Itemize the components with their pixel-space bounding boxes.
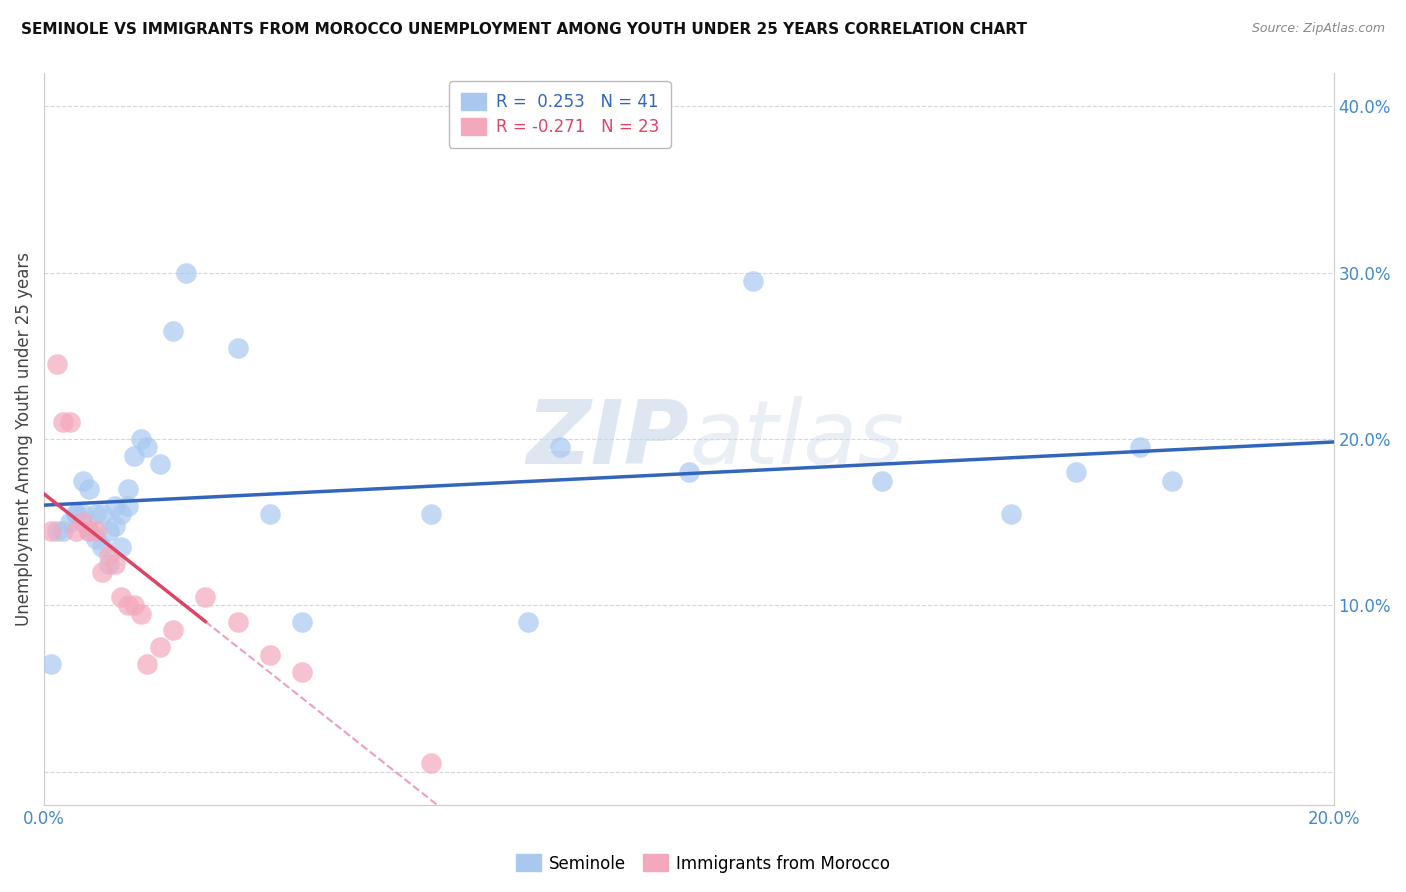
Point [149, 457, 172, 471]
Point [291, 665, 314, 679]
Point [97, 549, 120, 563]
Text: Source: ZipAtlas.com: Source: ZipAtlas.com [1251, 22, 1385, 36]
Point [77, 482, 100, 496]
Point [91, 540, 114, 554]
Point [420, 756, 443, 771]
Point [104, 557, 127, 571]
Point [136, 657, 159, 671]
Point [72, 507, 94, 521]
Point [872, 474, 894, 488]
Point [742, 274, 765, 288]
Point [46, 357, 69, 371]
Point [65, 507, 87, 521]
Point [1129, 441, 1152, 455]
Point [104, 499, 127, 513]
Point [129, 432, 152, 446]
Point [104, 518, 127, 533]
Point [65, 507, 87, 521]
Point [174, 266, 197, 280]
Point [136, 441, 159, 455]
Point [72, 474, 94, 488]
Point [110, 540, 132, 554]
Point [1064, 465, 1087, 479]
Point [84, 507, 107, 521]
Point [91, 507, 114, 521]
Point [259, 648, 281, 663]
Point [84, 524, 107, 538]
Point [226, 615, 249, 629]
Point [548, 441, 571, 455]
Point [226, 341, 249, 355]
Point [52, 524, 75, 538]
Point [291, 615, 314, 629]
Point [72, 515, 94, 529]
Point [420, 507, 443, 521]
Point [46, 524, 69, 538]
Text: SEMINOLE VS IMMIGRANTS FROM MOROCCO UNEMPLOYMENT AMONG YOUTH UNDER 25 YEARS CORR: SEMINOLE VS IMMIGRANTS FROM MOROCCO UNEM… [21, 22, 1028, 37]
Point [110, 590, 132, 604]
Point [59, 416, 82, 430]
Text: atlas: atlas [689, 396, 904, 482]
Point [97, 557, 120, 571]
Point [39, 657, 62, 671]
Point [65, 524, 87, 538]
Point [117, 499, 139, 513]
Point [129, 607, 152, 621]
Point [91, 565, 114, 579]
Point [1000, 507, 1022, 521]
Point [124, 599, 146, 613]
Point [110, 507, 132, 521]
Legend: Seminole, Immigrants from Morocco: Seminole, Immigrants from Morocco [509, 847, 897, 880]
Point [39, 524, 62, 538]
Point [52, 416, 75, 430]
Point [162, 324, 184, 338]
Point [1161, 474, 1184, 488]
Point [162, 624, 184, 638]
Point [77, 524, 100, 538]
Point [59, 515, 82, 529]
Legend: R =  0.253   N = 41, R = -0.271   N = 23: R = 0.253 N = 41, R = -0.271 N = 23 [449, 81, 671, 148]
Point [117, 482, 139, 496]
Point [194, 590, 217, 604]
Point [124, 449, 146, 463]
Point [84, 532, 107, 546]
Point [678, 465, 700, 479]
Point [117, 599, 139, 613]
Text: ZIP: ZIP [526, 395, 689, 483]
Point [97, 524, 120, 538]
Point [149, 640, 172, 654]
Point [259, 507, 281, 521]
Y-axis label: Unemployment Among Youth under 25 years: Unemployment Among Youth under 25 years [15, 252, 32, 626]
Point [516, 615, 538, 629]
Point [77, 524, 100, 538]
